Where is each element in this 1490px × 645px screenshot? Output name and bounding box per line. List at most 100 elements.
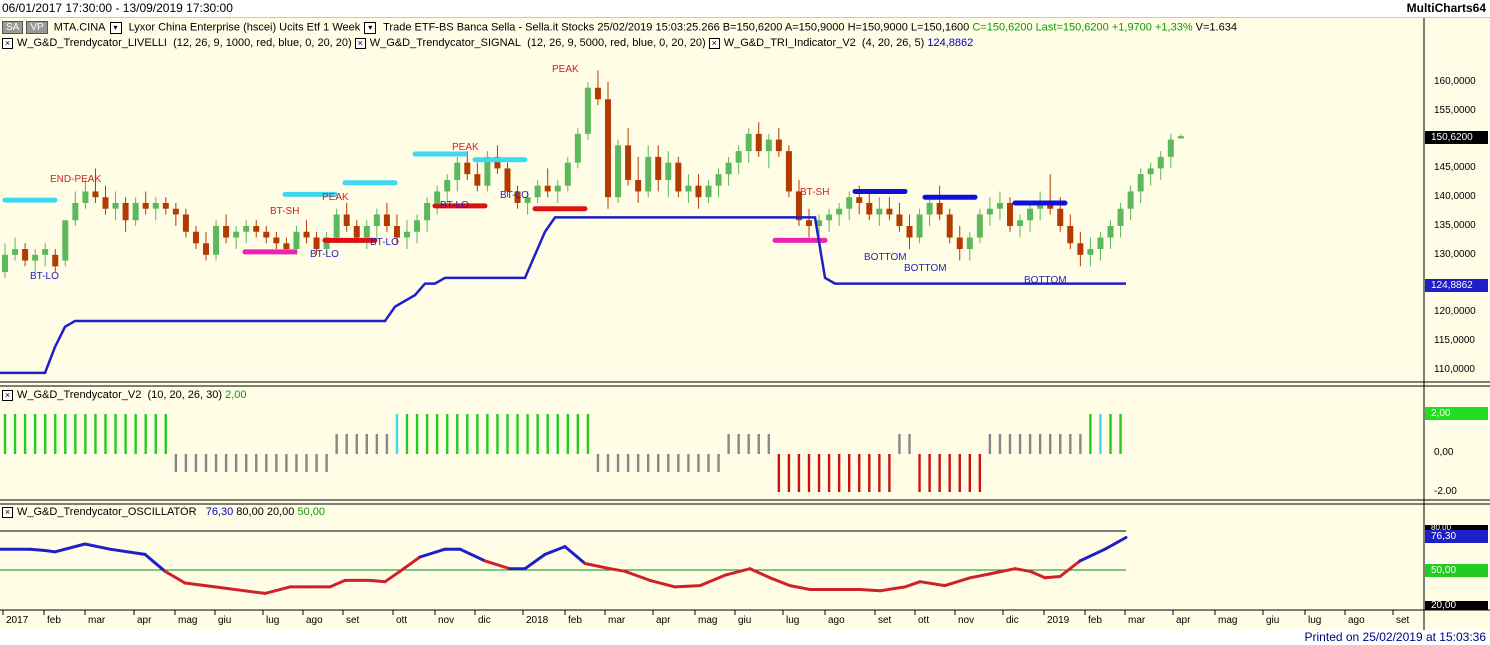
annotation-bottom-2: BOTTOM [904,263,947,274]
histogram-bar [777,454,781,492]
histogram-bar [556,414,559,454]
candle-body [795,191,802,221]
histogram-bar [74,414,77,454]
time-axis-label: set [346,615,360,626]
candle-body [474,174,481,186]
histogram-bar [285,454,288,472]
exchange-label: ETF-BS [414,21,454,34]
candle-body [996,202,1003,209]
candle-body [1127,191,1134,209]
time-axis-label: set [1396,615,1410,626]
date-range: 06/01/2017 17:30:00 - 13/09/2019 17:30:0… [2,1,233,15]
histogram-bar [295,454,298,472]
time-axis-label: mar [88,615,106,626]
last-label: Last=150,6200 [1035,21,1109,34]
sa-button[interactable]: SA [2,21,24,34]
candle-body [393,226,400,238]
pane3-study-name[interactable]: W_G&D_Trendycator_OSCILLATOR [17,506,197,518]
oscillator-segment [903,580,922,589]
histogram-bar [727,434,730,454]
price-axis-label: 135,0000 [1434,220,1476,231]
ask-label: A=150,9000 [784,21,845,34]
histogram-bar [596,454,600,472]
candle-body [122,202,129,221]
candle-body [464,162,471,175]
time-axis-label: giu [1266,615,1280,626]
vp-button[interactable]: VP [26,21,48,34]
study-name-3[interactable]: W_G&D_TRI_Indicator_V2 [723,37,856,49]
time-axis-label: apr [656,615,671,626]
time-axis-label: apr [137,615,152,626]
oscillator-segment [878,585,907,593]
price-axis-label: 140,0000 [1434,191,1476,203]
histogram-bar [647,454,650,472]
close-study-icon[interactable]: × [708,37,720,49]
study-name-1[interactable]: W_G&D_Trendycator_LIVELLI [17,37,167,49]
histogram-bar [13,414,17,454]
candle-body [192,231,199,244]
oscillator-segment [858,588,882,593]
time-axis-label: mar [1128,615,1146,626]
histogram-bar [918,454,921,492]
histogram-bar [697,454,700,472]
histogram-bar [466,414,469,454]
time-axis-label: 2018 [526,615,549,626]
pane2-study-name[interactable]: W_G&D_Trendycator_V2 [17,389,142,401]
candle-body [263,231,270,238]
symbol-dropdown-icon[interactable]: ▾ [109,21,122,34]
candle-body [615,145,622,198]
candle-body [273,237,280,244]
annotation-bottom-1: BOTTOM [864,252,907,263]
tri-indicator-line [0,216,1126,375]
chart-canvas[interactable]: END-PEAK BT-LO BT-SH PEAK BT-LO BT-LO PE… [0,18,1490,632]
study-name-2[interactable]: W_G&D_Trendycator_SIGNAL [369,37,521,49]
candle-body [494,156,501,169]
oscillator-segment [563,545,587,565]
oscillator-segment [243,589,267,595]
histogram-bar [3,414,7,454]
candle-body [785,151,792,192]
time-axis-label: feb [47,615,61,626]
oscillator-line [0,536,1128,595]
candle-body [283,243,290,250]
histogram-bar [84,414,87,454]
close-study-icon[interactable]: × [2,506,13,518]
candle-body [715,174,722,186]
candle-body [293,231,300,250]
symbol-name: MTA.CINA [53,21,106,34]
candle-body [223,226,230,238]
interval-dropdown-icon[interactable]: ▾ [364,21,377,34]
oscillator-segment [723,567,752,577]
candle-body [1177,136,1184,139]
annotation-bt-lo-1: BT-LO [30,271,59,282]
close-study-icon[interactable]: × [354,37,366,49]
oscillator-segment [1028,569,1047,580]
histogram-bar [224,454,228,472]
close-study-icon[interactable]: × [2,389,13,401]
candle-body [695,185,702,198]
candle-body [574,133,581,163]
histogram-bar [807,454,811,492]
candle-body [976,214,983,238]
histogram-bar [94,414,97,454]
candle-body [62,220,69,261]
candle-body [1107,226,1114,238]
pane3-top-tag: 80,00 [1425,525,1488,531]
time-axis-label: mar [608,615,626,626]
histogram-bar [968,454,971,492]
histogram-bar [456,414,459,454]
candle-body [22,249,29,261]
candle-body [675,162,682,192]
histogram-bar [858,454,861,492]
histogram-bar [526,414,529,454]
candle-body [966,237,973,250]
histogram-bar [898,434,901,454]
pane3-level-1: 80,00 [236,506,264,518]
candle-body [162,202,169,209]
pane3-level-3: 50,00 [297,506,326,518]
oscillator-segment [383,569,402,584]
histogram-bar [54,414,57,454]
close-study-icon[interactable]: × [2,37,13,49]
candle-body [1157,156,1164,169]
chart-area[interactable]: END-PEAK BT-LO BT-SH PEAK BT-LO BT-LO PE… [0,18,1490,632]
